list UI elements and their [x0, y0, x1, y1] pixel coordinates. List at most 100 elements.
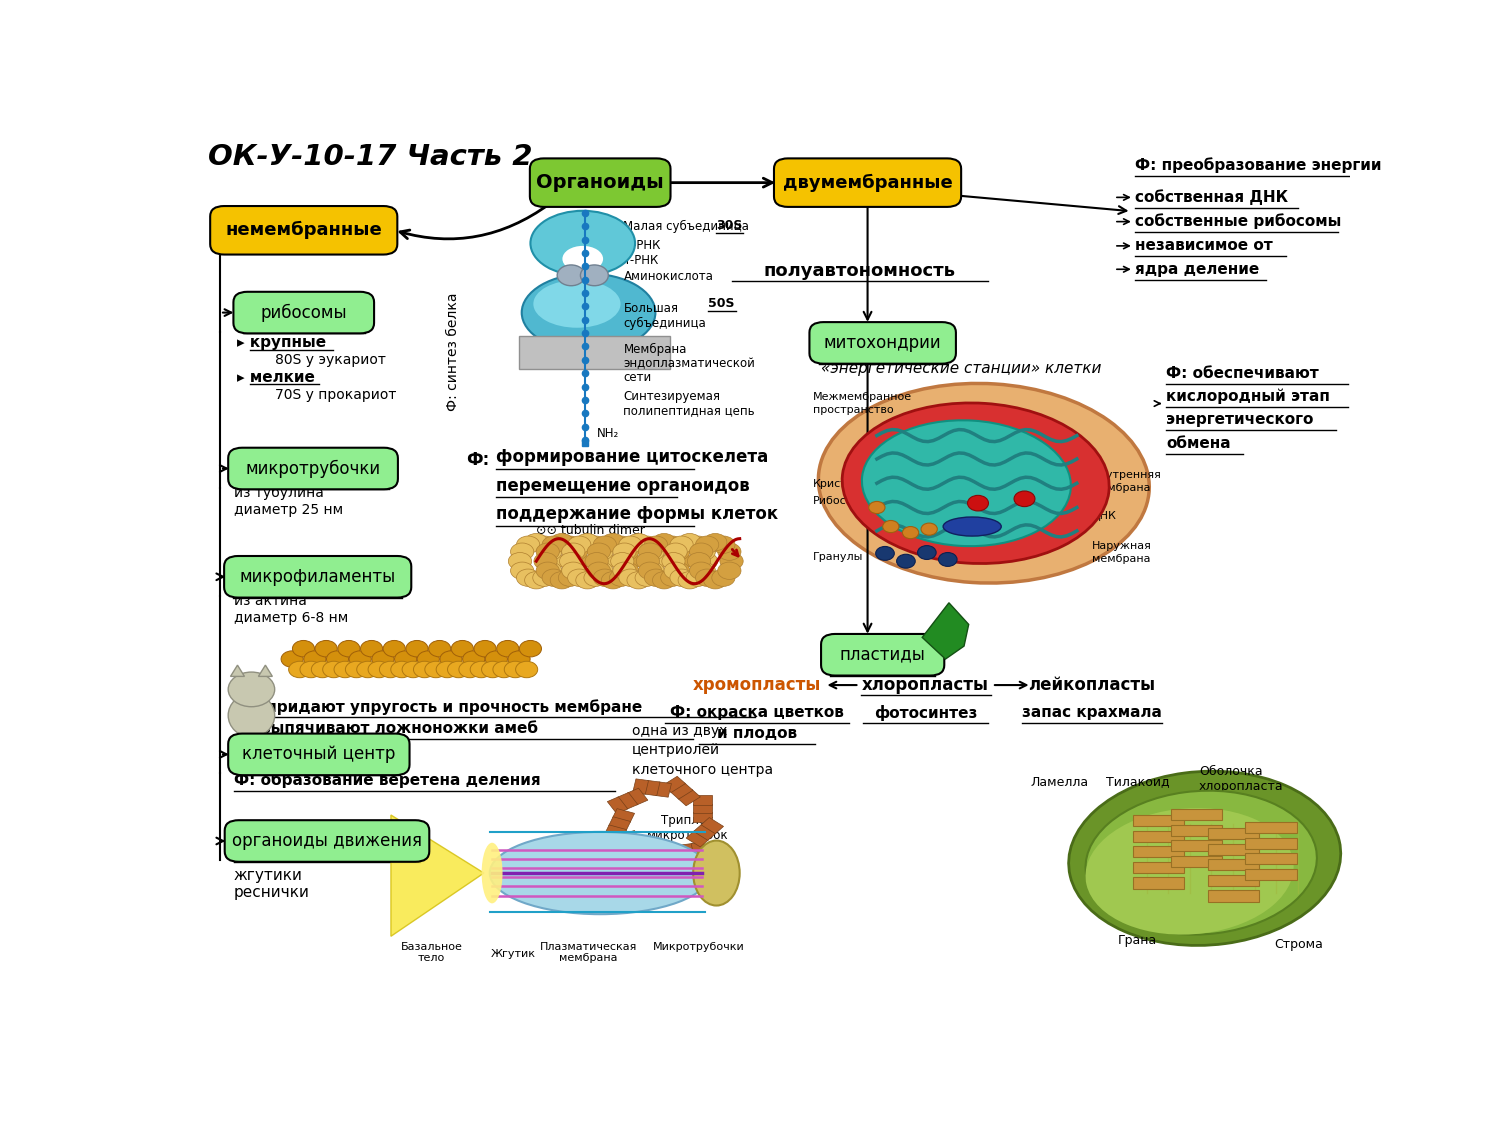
- Circle shape: [615, 543, 639, 560]
- Bar: [1245, 837, 1296, 848]
- Circle shape: [532, 569, 556, 586]
- Circle shape: [634, 536, 658, 554]
- FancyBboxPatch shape: [821, 634, 945, 675]
- Circle shape: [620, 536, 642, 554]
- Circle shape: [474, 640, 496, 657]
- Bar: [626, 847, 646, 861]
- Text: Ф: синтез белка: Ф: синтез белка: [446, 292, 459, 411]
- Text: микрофиламенты: микрофиламенты: [240, 568, 396, 586]
- Text: формирование цитоскелета: формирование цитоскелета: [495, 448, 768, 466]
- Circle shape: [664, 562, 687, 579]
- Ellipse shape: [228, 694, 274, 737]
- Circle shape: [516, 569, 540, 586]
- Circle shape: [406, 640, 427, 657]
- Circle shape: [660, 569, 684, 586]
- Text: Грана: Грана: [1118, 934, 1156, 947]
- Circle shape: [564, 543, 588, 560]
- Text: перемещение органоидов: перемещение органоидов: [495, 477, 750, 495]
- Bar: [633, 778, 648, 794]
- Ellipse shape: [1086, 808, 1293, 935]
- Circle shape: [694, 552, 717, 570]
- Circle shape: [300, 662, 322, 677]
- Text: Аминокислота: Аминокислота: [624, 270, 714, 282]
- Circle shape: [525, 533, 548, 551]
- Circle shape: [368, 662, 390, 677]
- Text: мембрана: мембрана: [560, 953, 618, 963]
- Circle shape: [696, 536, 718, 554]
- Circle shape: [394, 651, 417, 667]
- Text: Малая субъединица: Малая субъединица: [624, 219, 750, 233]
- FancyBboxPatch shape: [210, 206, 398, 254]
- Bar: [656, 782, 672, 798]
- Text: Рибосомы: Рибосомы: [813, 496, 870, 506]
- Text: Ф:: Ф:: [234, 698, 258, 716]
- Circle shape: [516, 662, 537, 677]
- Ellipse shape: [522, 273, 656, 351]
- Text: Ф: обеспечивают: Ф: обеспечивают: [1167, 366, 1318, 380]
- Text: рибосомы: рибосомы: [261, 304, 346, 322]
- Circle shape: [712, 569, 735, 586]
- Circle shape: [670, 536, 693, 554]
- Circle shape: [639, 543, 662, 560]
- Bar: [608, 796, 627, 813]
- Circle shape: [609, 569, 633, 586]
- Bar: [1132, 814, 1184, 826]
- Circle shape: [636, 552, 660, 570]
- Text: Оболочка: Оболочка: [1198, 765, 1263, 778]
- Text: 80S у эукариот: 80S у эукариот: [274, 353, 386, 367]
- Text: ОК-У-10-17 Часть 2: ОК-У-10-17 Часть 2: [209, 143, 532, 171]
- Text: 70S у прокариот: 70S у прокариот: [274, 388, 396, 402]
- Ellipse shape: [819, 384, 1149, 583]
- Ellipse shape: [842, 403, 1108, 564]
- Bar: [680, 844, 696, 858]
- Circle shape: [516, 536, 540, 554]
- Circle shape: [639, 562, 662, 579]
- Circle shape: [876, 547, 894, 560]
- Circle shape: [372, 651, 394, 667]
- Bar: [609, 817, 630, 830]
- Bar: [1172, 809, 1222, 820]
- Text: Ламелла: Ламелла: [1030, 775, 1089, 789]
- Text: «энергетические станции» клетки: «энергетические станции» клетки: [821, 361, 1101, 377]
- Text: Органоиды: Органоиды: [537, 173, 664, 192]
- Text: ▸ крупные: ▸ крупные: [237, 335, 327, 350]
- Text: реснички: реснички: [234, 885, 310, 900]
- FancyBboxPatch shape: [224, 556, 411, 597]
- Circle shape: [510, 543, 534, 560]
- Bar: [678, 790, 700, 806]
- Ellipse shape: [534, 280, 621, 327]
- Circle shape: [576, 533, 598, 551]
- Circle shape: [645, 569, 668, 586]
- Circle shape: [634, 569, 658, 586]
- Bar: [693, 825, 715, 840]
- Circle shape: [542, 552, 564, 570]
- Circle shape: [429, 640, 450, 657]
- Circle shape: [696, 569, 718, 586]
- Text: ядра деление: ядра деление: [1136, 262, 1258, 277]
- Text: поддержание формы клеток: поддержание формы клеток: [495, 505, 777, 523]
- Text: Мембрана: Мембрана: [624, 343, 687, 357]
- Circle shape: [620, 569, 642, 586]
- Text: диаметр 6-8 нм: диаметр 6-8 нм: [234, 611, 348, 624]
- FancyBboxPatch shape: [225, 820, 429, 862]
- Text: ▸ мелкие: ▸ мелкие: [237, 370, 315, 385]
- Bar: [1208, 890, 1260, 901]
- Circle shape: [868, 502, 885, 513]
- Text: Тилакоид: Тилакоид: [1106, 775, 1170, 789]
- Circle shape: [486, 651, 507, 667]
- Circle shape: [602, 533, 624, 551]
- Text: Межмембранное: Межмембранное: [813, 392, 912, 402]
- Circle shape: [564, 562, 588, 579]
- Circle shape: [602, 572, 624, 588]
- Text: хлоропласта: хлоропласта: [1198, 780, 1284, 793]
- Circle shape: [482, 662, 504, 677]
- Bar: [692, 842, 706, 857]
- Circle shape: [576, 572, 598, 588]
- Circle shape: [560, 552, 582, 570]
- FancyBboxPatch shape: [530, 159, 670, 207]
- Circle shape: [615, 562, 639, 579]
- Text: собственные рибосомы: собственные рибосомы: [1136, 214, 1341, 229]
- Circle shape: [338, 640, 360, 657]
- Bar: [648, 848, 669, 865]
- Text: Ф: преобразование энергии: Ф: преобразование энергии: [1136, 158, 1382, 173]
